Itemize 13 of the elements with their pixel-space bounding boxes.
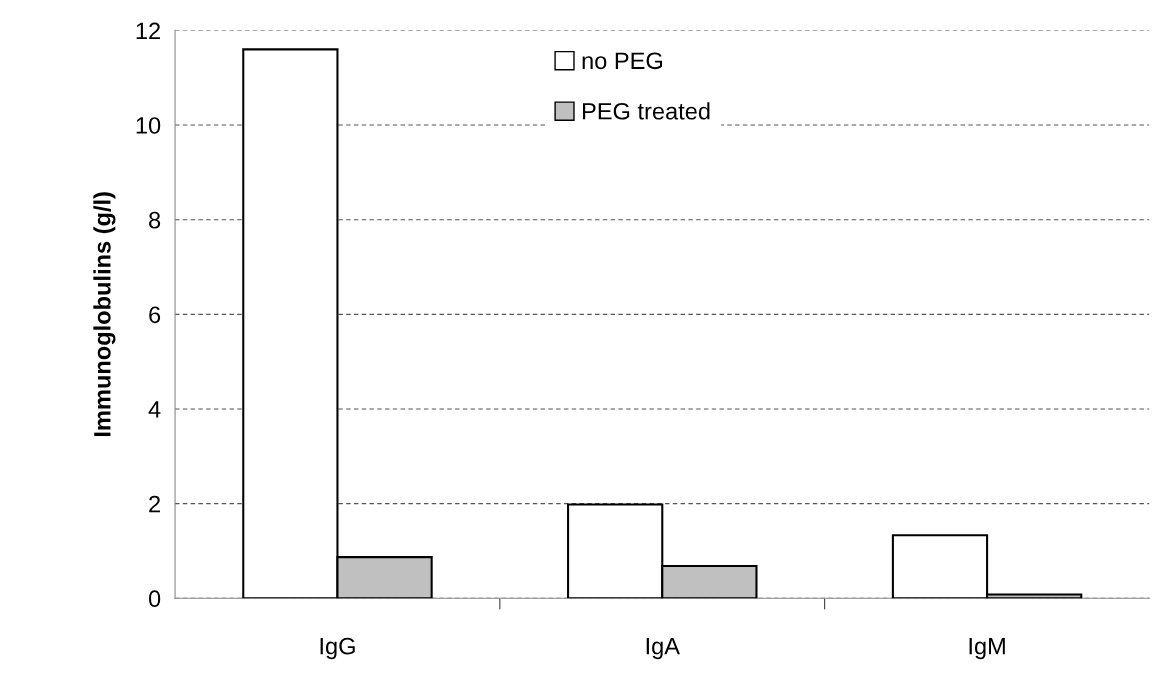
x-tick-label: IgG	[320, 637, 355, 660]
x-tick-label: IgA	[646, 638, 680, 660]
y-axis-title: Immunoglobulins (g/l)	[93, 192, 116, 437]
legend-label: PEG treated	[583, 102, 710, 120]
y-tick-label: 12	[136, 22, 160, 39]
y-tick-label: 2	[149, 495, 160, 513]
y-tick-label: 6	[149, 306, 161, 324]
y-tick-label: 4	[148, 401, 161, 418]
legend-label: no PEG	[582, 52, 662, 70]
y-tick-label: 10	[136, 117, 161, 134]
y-tick-label: 8	[149, 211, 161, 229]
y-tick-label: 0	[148, 590, 161, 608]
x-tick-label: IgM	[969, 638, 1005, 660]
